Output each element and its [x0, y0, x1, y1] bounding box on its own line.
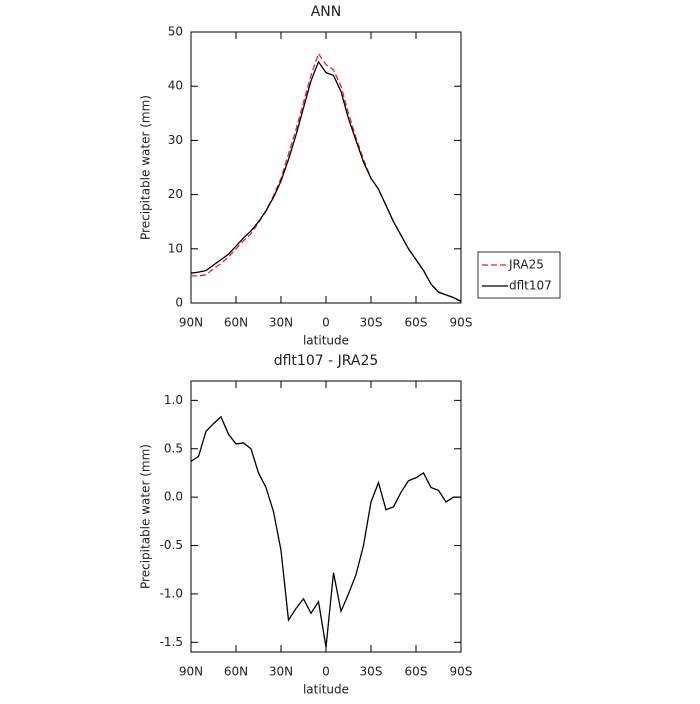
data-line — [191, 52, 462, 302]
plot-frame — [190, 380, 462, 653]
x-tick-label: 30S — [360, 316, 383, 330]
data-line — [190, 60, 462, 302]
legend-label: dflt107 — [509, 279, 552, 293]
x-tick-label: 90S — [450, 665, 473, 679]
y-tick-label: 10 — [168, 241, 183, 255]
x-tick-label: 30N — [269, 316, 293, 330]
x-tick-label: 90S — [450, 316, 473, 330]
y-tick-label: -0.5 — [160, 538, 183, 552]
y-tick-label: 1.0 — [164, 393, 183, 407]
x-axis-label: latitude — [303, 334, 349, 348]
x-tick-label: 60N — [224, 665, 248, 679]
y-tick-label: -1.0 — [160, 586, 183, 600]
data-line — [190, 415, 461, 648]
legend-label: JRA25 — [508, 258, 544, 272]
y-tick-label: 40 — [168, 79, 183, 93]
chart-title: dflt107 - JRA25 — [274, 353, 379, 369]
y-tick-label: 30 — [168, 133, 183, 147]
y-axis-label: Precipitable water (mm) — [139, 95, 153, 240]
y-tick-label: 0 — [175, 296, 183, 310]
x-tick-label: 90N — [179, 316, 203, 330]
x-tick-label: 30S — [360, 665, 383, 679]
x-tick-label: 30N — [269, 665, 293, 679]
y-tick-label: 20 — [168, 187, 183, 201]
x-tick-label: 0 — [322, 665, 330, 679]
y-tick-label: 50 — [168, 25, 183, 39]
y-tick-label: -1.5 — [160, 635, 183, 649]
y-tick-label: 0.0 — [164, 490, 183, 504]
x-axis-label: latitude — [303, 683, 349, 697]
x-tick-label: 0 — [322, 316, 330, 330]
x-tick-label: 60N — [224, 316, 248, 330]
x-tick-label: 60S — [405, 316, 428, 330]
x-tick-label: 60S — [405, 665, 428, 679]
y-tick-label: 0.5 — [164, 441, 183, 455]
legend-box — [477, 251, 561, 299]
y-axis-label: Precipitable water (mm) — [139, 444, 153, 589]
x-tick-label: 90N — [179, 665, 203, 679]
chart-title: ANN — [311, 4, 342, 20]
